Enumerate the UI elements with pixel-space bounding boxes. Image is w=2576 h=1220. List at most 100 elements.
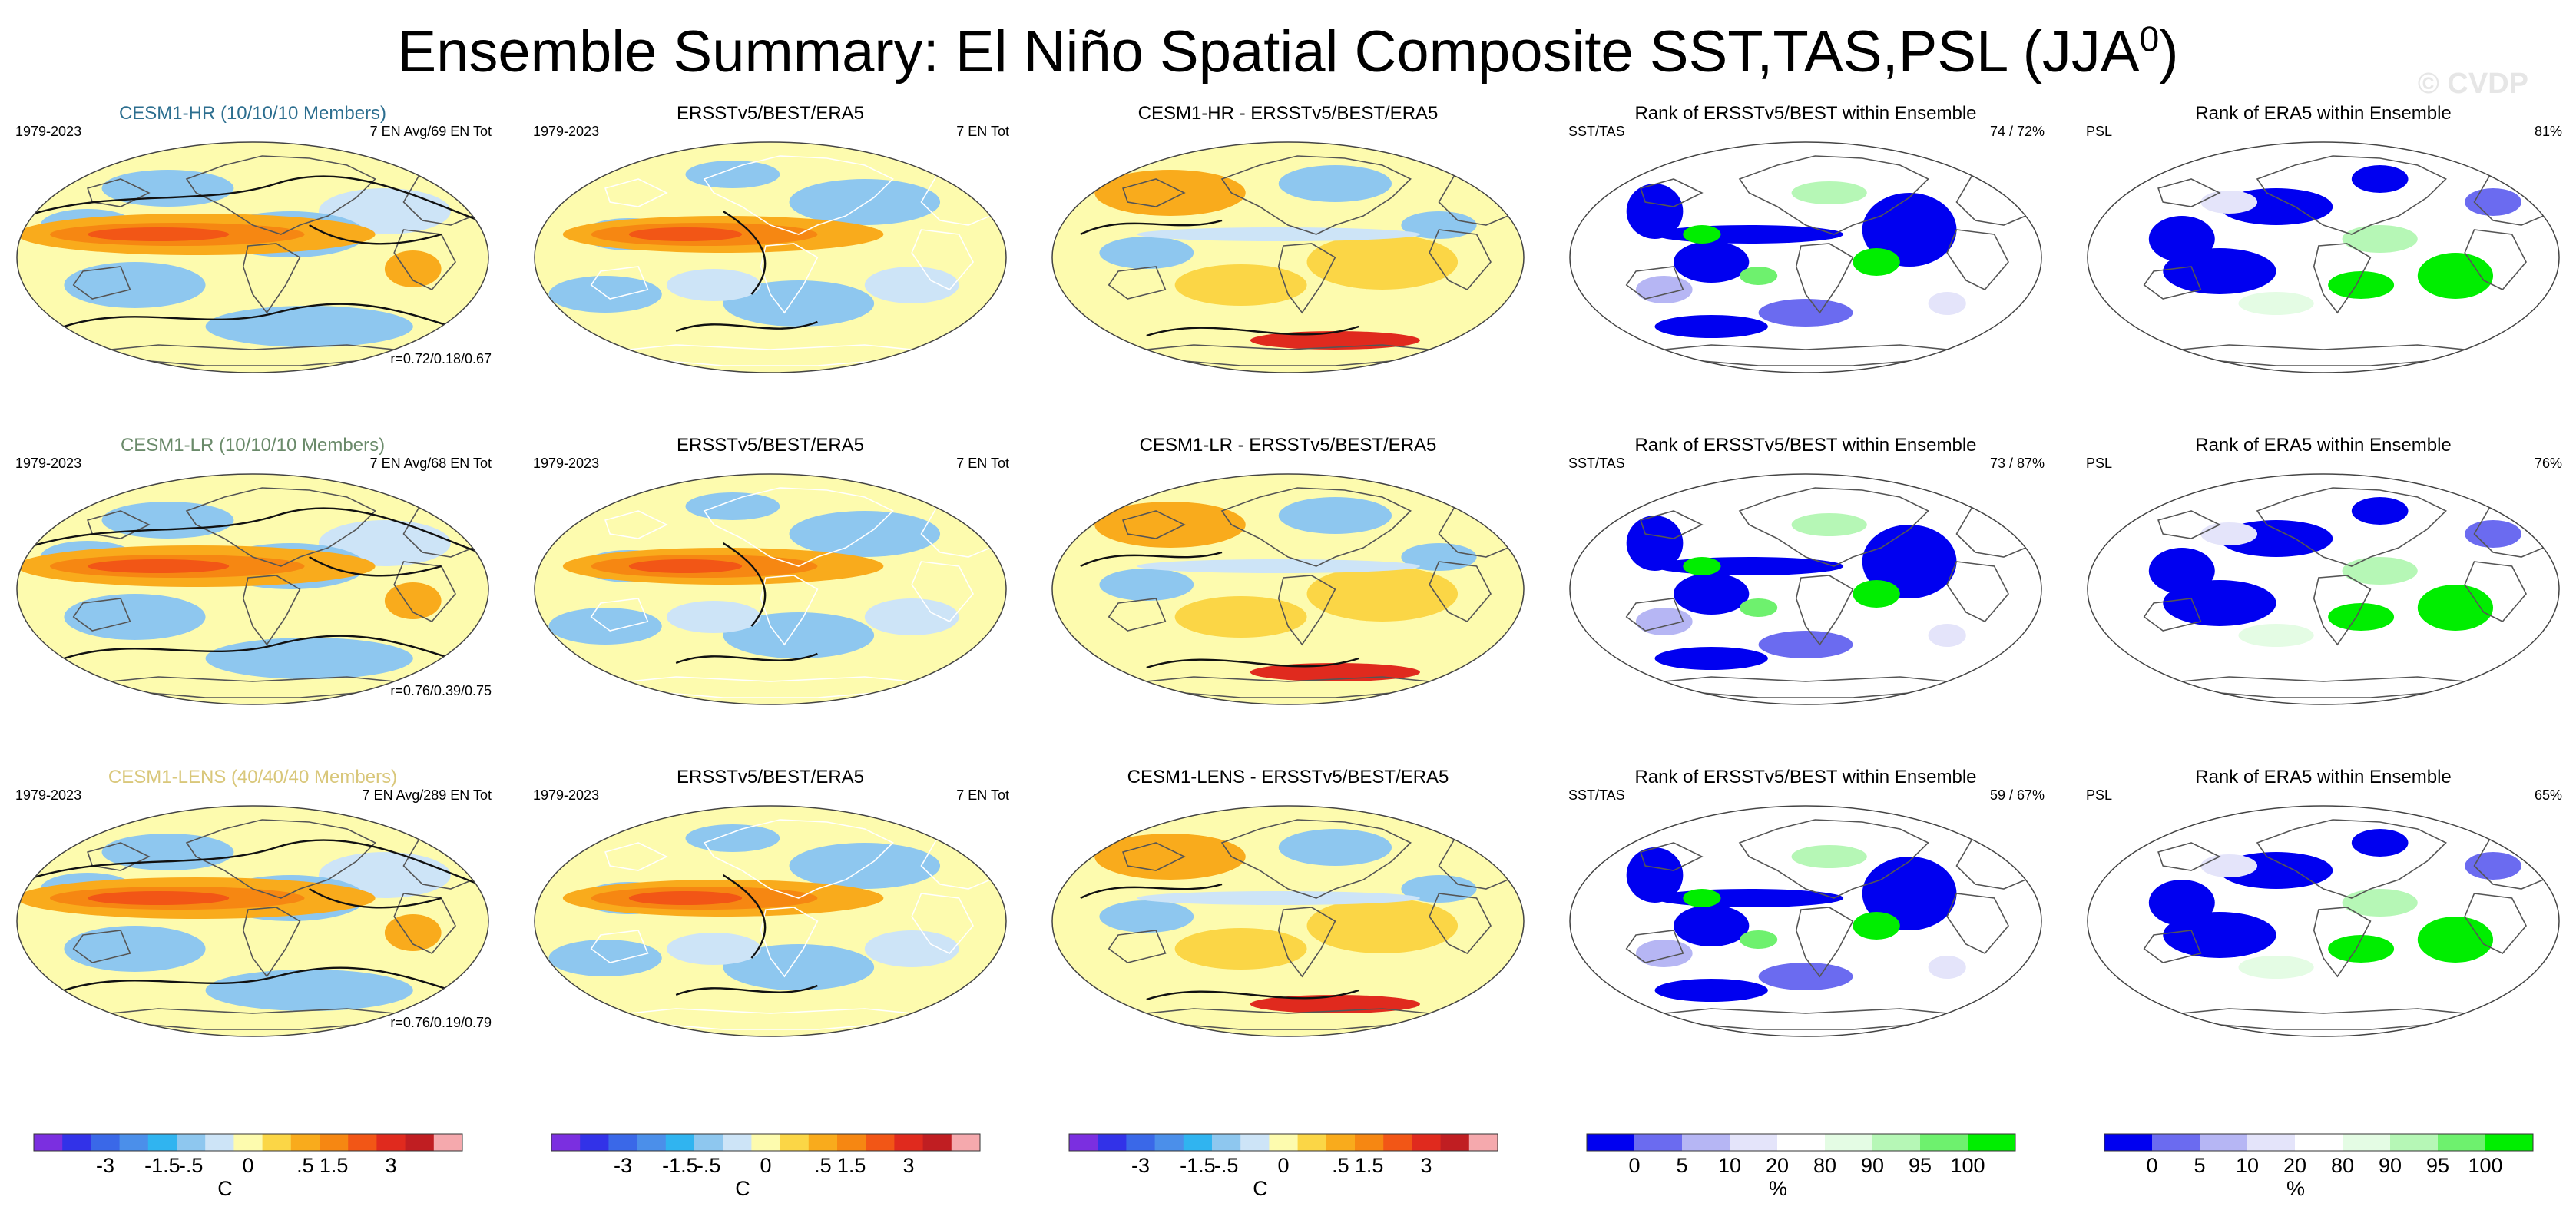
map-border	[16, 805, 489, 1037]
panel-right-label: 76%	[2535, 456, 2562, 471]
field-patch	[1278, 497, 1392, 534]
field-patch	[864, 930, 959, 967]
field-patch	[101, 502, 234, 539]
coastline	[1946, 893, 2009, 954]
coastline	[185, 155, 376, 235]
map-border	[16, 141, 489, 373]
field-patch	[1635, 940, 1693, 967]
colorbar-tick: -1.5	[662, 1154, 698, 1177]
colorbar-tick: 90	[1861, 1154, 1884, 1177]
coastline	[604, 510, 668, 539]
coastline	[1625, 266, 1684, 300]
panel-title: CESM1-LR - ERSSTv5/BEST/ERA5	[1140, 435, 1437, 456]
coastline	[1946, 229, 2009, 290]
colorbar-tick: 20	[1766, 1154, 1789, 1177]
colorbar-swatch	[405, 1134, 435, 1151]
coastline	[1277, 907, 1336, 978]
coastline	[1625, 930, 1684, 963]
field-patch	[2328, 271, 2395, 299]
colorbar-frame	[1068, 1133, 1498, 1152]
coastline	[1795, 243, 1854, 314]
colorbar-tick: -.5	[1214, 1154, 1239, 1177]
colorbar-swatch	[837, 1134, 866, 1151]
field-patch	[723, 280, 875, 327]
map-border	[534, 473, 1007, 705]
colorbar-swatch	[147, 1134, 177, 1151]
field-patch	[548, 276, 662, 313]
colorbar-swatch	[62, 1134, 91, 1151]
field-patch	[1862, 525, 1957, 598]
colorbar-swatch	[177, 1134, 206, 1151]
contour-line	[25, 507, 480, 554]
field-patch	[1099, 900, 1194, 933]
field-patch	[1278, 165, 1392, 202]
colorbar-frame	[1586, 1133, 2016, 1152]
contour-line	[64, 966, 452, 992]
field-patch	[1654, 315, 1768, 338]
panel-left-label: 1979-2023	[533, 124, 599, 139]
coastline	[1277, 243, 1336, 314]
field-patch	[2200, 854, 2258, 877]
panel-right-label: 59 / 67%	[1990, 787, 2045, 803]
field-patch	[628, 559, 743, 573]
colorbar-tick: -1.5	[1180, 1154, 1216, 1177]
colorbar-tick: .5	[814, 1154, 832, 1177]
colorbar-swatch	[1297, 1134, 1327, 1151]
colorbar-swatch	[1777, 1134, 1826, 1151]
panel-right-label: 7 EN Avg/68 EN Tot	[370, 456, 492, 471]
coastline	[2256, 155, 2447, 235]
map-rank-13	[1569, 805, 2042, 1037]
colorbar-swatch	[2485, 1134, 2534, 1151]
field-patch	[1094, 170, 1246, 216]
colorbar-swatch	[290, 1134, 320, 1151]
field-patch	[1853, 580, 1900, 608]
coastline	[2256, 819, 2447, 899]
colorbar-tick: 100	[1950, 1154, 1985, 1177]
colorbar-swatch	[1355, 1134, 1384, 1151]
field-patch	[628, 891, 743, 905]
coastline	[590, 266, 649, 300]
colorbar-1	[551, 1133, 981, 1152]
cvdp-watermark: © CVDP	[2417, 68, 2528, 100]
field-patch	[205, 306, 413, 347]
field-patch	[2351, 165, 2409, 193]
colorbar-tick: 0	[760, 1154, 771, 1177]
colorbar-tick: 0	[1277, 1154, 1289, 1177]
coastline	[703, 819, 894, 899]
field-patch	[1306, 898, 1459, 953]
contour-line	[64, 635, 452, 660]
map-rank-3	[1569, 141, 2042, 373]
colorbar-tick: 0	[2146, 1154, 2157, 1177]
coastline	[1429, 229, 1492, 290]
colorbar-swatch	[1126, 1134, 1156, 1151]
colorbar-swatch	[2438, 1134, 2486, 1151]
coastline	[1122, 842, 1186, 871]
panel-left-label: SST/TAS	[1568, 124, 1625, 139]
colorbar-tick: .5	[296, 1154, 314, 1177]
colorbar-swatch	[2247, 1134, 2296, 1151]
field-patch	[1099, 569, 1194, 601]
field-patch	[2417, 585, 2494, 631]
field-patch	[2238, 292, 2314, 315]
field-patch	[1306, 234, 1459, 290]
field-patch	[789, 511, 941, 557]
contour-line	[1146, 657, 1359, 669]
field-patch	[2417, 917, 2494, 963]
colorbar-tick: -3	[614, 1154, 632, 1177]
coastline	[604, 178, 668, 207]
contour-line	[675, 984, 818, 996]
field-patch	[1137, 227, 1420, 241]
colorbar-tick: .5	[1332, 1154, 1349, 1177]
colorbar-tick: 80	[1813, 1154, 1836, 1177]
colorbar-tick: 5	[1676, 1154, 1687, 1177]
field-patch	[1099, 237, 1194, 269]
colorbar-swatch	[1468, 1134, 1498, 1151]
contour-line	[1080, 219, 1223, 236]
map-border	[1051, 141, 1525, 373]
colorbar-swatch	[1440, 1134, 1470, 1151]
figure-title-close: )	[2159, 19, 2179, 85]
contour-line	[1146, 989, 1359, 1001]
field-patch	[1137, 891, 1420, 905]
contour-line	[722, 542, 767, 627]
colorbar-swatch	[2152, 1134, 2200, 1151]
